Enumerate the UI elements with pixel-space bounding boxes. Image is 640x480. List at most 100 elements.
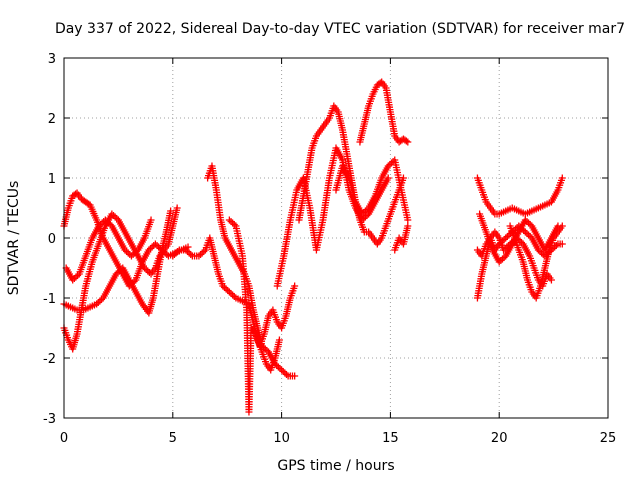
- data-point: [124, 249, 132, 257]
- data-point: [197, 251, 205, 258]
- data-point: [525, 219, 533, 227]
- data-point: [110, 212, 118, 219]
- data-point: [291, 372, 299, 380]
- data-point: [554, 222, 562, 230]
- data-point: [273, 362, 281, 369]
- series-sat-c: [60, 207, 175, 317]
- data-point: [500, 236, 508, 243]
- series-sat-j: [356, 78, 412, 146]
- series-sat-d: [62, 216, 155, 284]
- data-point: [404, 216, 412, 224]
- data-point: [173, 204, 181, 212]
- data-point: [114, 269, 122, 276]
- data-point: [279, 368, 287, 375]
- data-point: [94, 299, 102, 306]
- series-sat-h: [273, 144, 392, 290]
- data-point: [69, 276, 77, 284]
- data-point: [276, 365, 284, 372]
- data-point: [169, 252, 177, 260]
- data-point: [278, 366, 286, 374]
- data-point: [147, 216, 155, 224]
- data-point: [148, 243, 156, 251]
- x-axis-label: GPS time / hours: [277, 458, 394, 474]
- data-point: [131, 249, 139, 257]
- data-point: [358, 210, 366, 218]
- series-sat-g: [225, 216, 299, 416]
- y-tick-label: 0: [48, 232, 56, 247]
- data-point: [538, 249, 546, 257]
- data-point: [112, 270, 120, 278]
- data-point: [275, 336, 283, 344]
- data-point: [361, 213, 369, 221]
- data-point: [185, 249, 193, 257]
- series-sat-q: [476, 210, 562, 266]
- data-point: [225, 288, 233, 296]
- data-point: [360, 209, 368, 216]
- data-point: [291, 282, 299, 290]
- data-point: [105, 219, 113, 227]
- data-point: [182, 246, 190, 254]
- data-point: [229, 219, 237, 227]
- series-sat-k: [332, 156, 412, 224]
- data-point: [108, 210, 116, 218]
- data-point: [123, 248, 131, 255]
- data-point: [220, 284, 228, 291]
- data-point: [386, 161, 394, 168]
- data-point: [521, 216, 529, 224]
- data-point: [558, 240, 566, 248]
- y-tick-label: 3: [48, 52, 56, 67]
- data-point: [121, 246, 129, 254]
- data-point: [172, 249, 180, 257]
- data-point: [502, 234, 510, 242]
- data-point: [495, 258, 503, 266]
- data-point: [222, 285, 230, 293]
- data-point: [230, 293, 238, 300]
- data-markers: [60, 78, 566, 416]
- data-point: [151, 240, 159, 248]
- data-point: [170, 251, 178, 258]
- data-point: [155, 243, 163, 251]
- data-point: [195, 252, 203, 260]
- data-point: [96, 221, 104, 228]
- data-point: [219, 282, 227, 290]
- x-tick-label: 25: [600, 431, 617, 446]
- data-point: [227, 218, 235, 225]
- data-point: [115, 267, 123, 275]
- data-point: [183, 248, 191, 255]
- data-point: [497, 257, 505, 264]
- data-point: [521, 228, 529, 236]
- data-point: [227, 290, 235, 297]
- data-point: [404, 138, 412, 146]
- x-tick-label: 5: [169, 431, 177, 446]
- data-point: [198, 249, 206, 257]
- y-tick-label: -1: [43, 292, 56, 307]
- data-point: [281, 369, 289, 377]
- data-point: [93, 300, 101, 308]
- data-point: [146, 245, 154, 252]
- data-point: [404, 222, 412, 230]
- data-point: [101, 216, 109, 224]
- data-point: [360, 215, 368, 222]
- data-point: [72, 273, 80, 281]
- data-point: [98, 219, 106, 227]
- y-tick-label: 1: [48, 172, 56, 187]
- y-tick-label: 2: [48, 112, 56, 127]
- data-point: [96, 297, 104, 305]
- data-point: [142, 266, 150, 273]
- data-point: [127, 252, 135, 260]
- data-point: [260, 344, 268, 351]
- data-point: [558, 174, 566, 182]
- x-tick-label: 0: [60, 431, 68, 446]
- data-point: [153, 242, 161, 249]
- data-point: [503, 233, 511, 240]
- data-point: [274, 363, 282, 371]
- data-point: [225, 216, 233, 224]
- data-point: [230, 221, 238, 228]
- data-point: [187, 251, 195, 258]
- data-point: [384, 162, 392, 170]
- data-point: [547, 276, 555, 284]
- data-point: [402, 137, 410, 145]
- data-point: [525, 231, 533, 239]
